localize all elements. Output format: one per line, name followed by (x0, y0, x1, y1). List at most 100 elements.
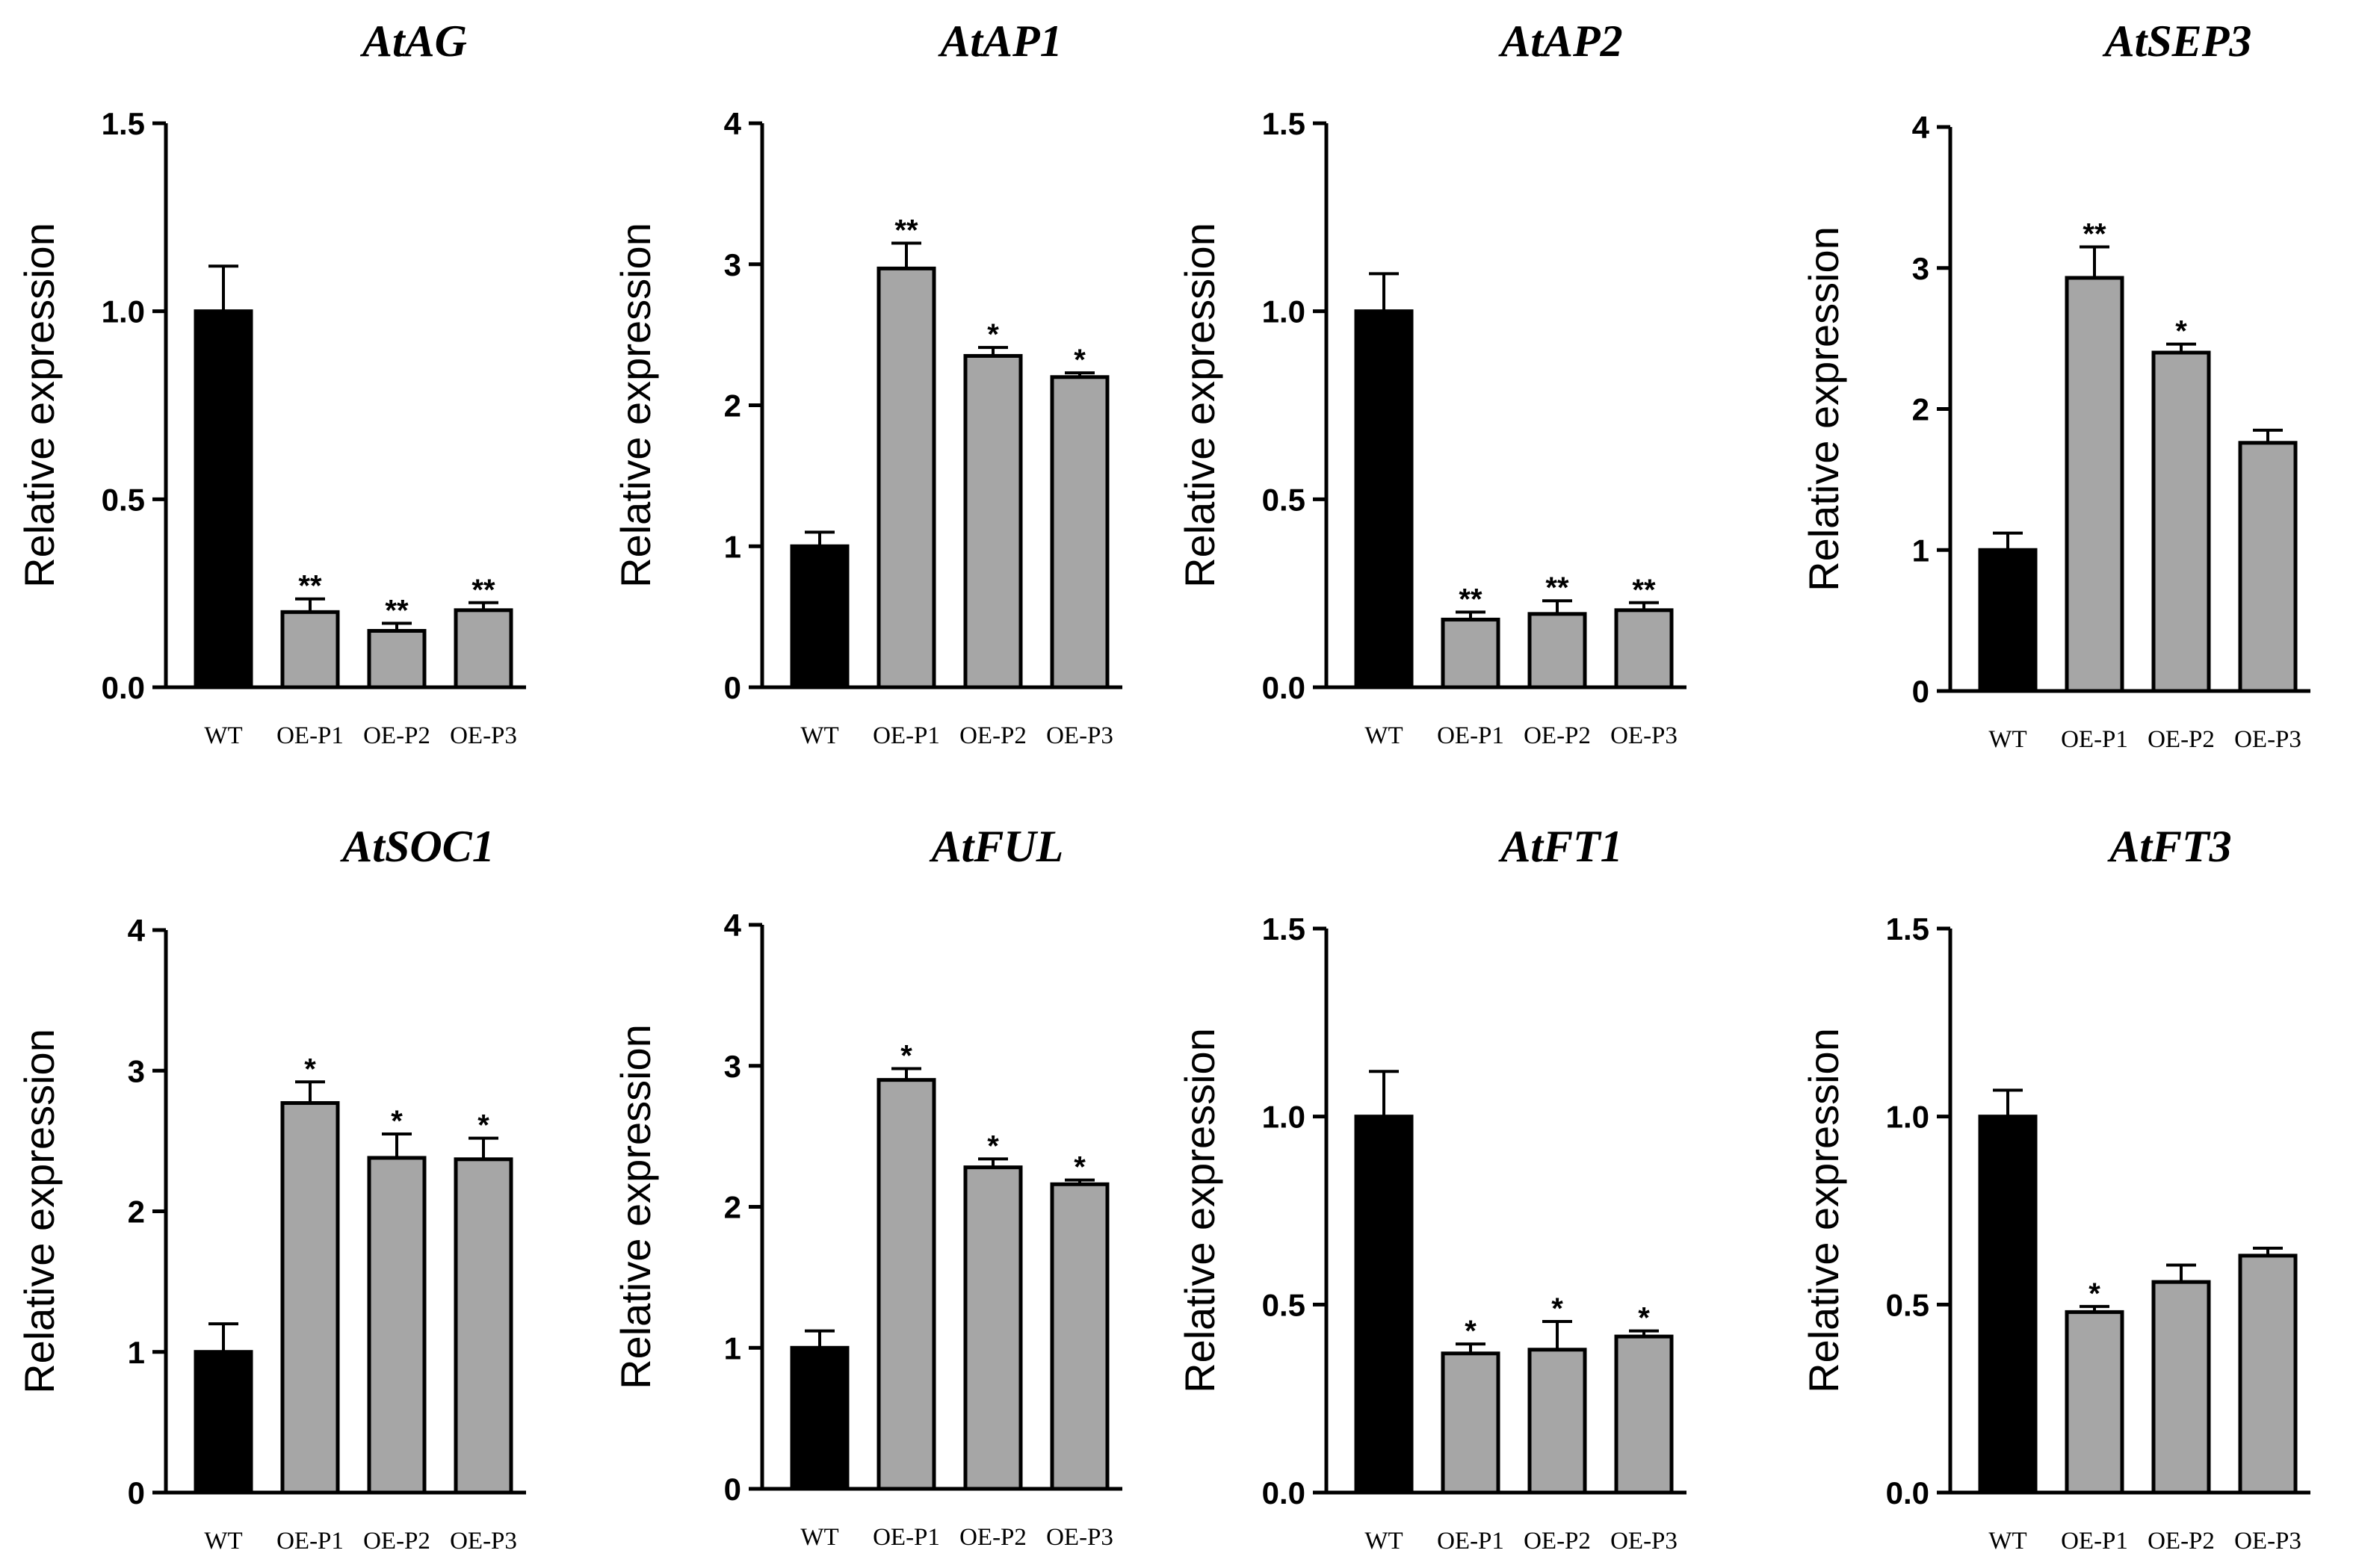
y-tick-label: 3 (128, 1053, 145, 1088)
bar-wt (1978, 548, 2038, 693)
bar-oe-p3 (1050, 1182, 1110, 1491)
significance-mark: ** (1459, 583, 1482, 616)
bar-wt (194, 1350, 253, 1495)
bar-oe-p1 (1441, 1351, 1500, 1495)
y-tick-label: 1.0 (1262, 1100, 1305, 1135)
significance-mark: * (304, 1053, 316, 1085)
bar-oe-p2 (2151, 350, 2211, 693)
significance-mark: * (987, 318, 999, 351)
x-tick-label: WT (1988, 726, 2026, 753)
bar-oe-p2 (963, 1165, 1023, 1491)
bar-oe-p1 (1441, 617, 1500, 690)
x-tick-label: OE-P2 (1524, 1528, 1591, 1555)
significance-mark: * (987, 1129, 999, 1162)
significance-mark: ** (1545, 571, 1569, 604)
bar-oe-p3 (1614, 1334, 1674, 1495)
y-tick-label: 0 (724, 1472, 741, 1507)
y-tick-label: 1 (1912, 533, 1929, 568)
y-tick-label: 4 (724, 106, 742, 141)
x-tick-label: OE-P2 (1524, 722, 1591, 749)
x-tick-label: OE-P3 (450, 1528, 517, 1555)
significance-mark: ** (385, 594, 409, 627)
significance-mark: * (1074, 1151, 1086, 1184)
chart-title: AtAP2 (1497, 16, 1622, 66)
bar-oe-p2 (963, 353, 1023, 690)
significance-mark: * (2088, 1277, 2100, 1310)
bar-wt (1354, 309, 1414, 690)
x-tick-label: OE-P3 (2234, 726, 2301, 753)
bar-oe-p2 (367, 629, 427, 690)
y-axis-label: Relative expression (1176, 1028, 1223, 1393)
y-tick-label: 1.0 (1262, 294, 1305, 329)
x-tick-label: OE-P1 (873, 722, 940, 749)
chart-title: AtFUL (929, 822, 1064, 871)
x-tick-label: WT (1364, 722, 1403, 749)
significance-mark: * (1551, 1292, 1563, 1325)
significance-mark: ** (894, 214, 918, 247)
x-tick-label: OE-P2 (959, 1524, 1027, 1551)
significance-mark: * (391, 1105, 403, 1138)
chart-panel-atft3: AtFT3 Relative expression 0.0 0.5 1.0 1.5 WT * O… (1800, 822, 2310, 1555)
x-tick-label: WT (800, 722, 838, 749)
chart-panel-atap2: AtAP2 Relative expression 0.0 0.5 1.0 1.5 WT **… (1176, 16, 1686, 749)
y-tick-label: 1 (724, 529, 741, 564)
y-tick-label: 1 (128, 1335, 145, 1370)
y-tick-label: 1 (724, 1330, 741, 1366)
significance-mark: ** (2083, 217, 2106, 250)
chart-title: AtFT3 (2106, 822, 2231, 871)
x-tick-label: OE-P1 (276, 1528, 344, 1555)
bar-wt (1354, 1115, 1414, 1495)
y-tick-label: 0.5 (1886, 1287, 1929, 1322)
bar-wt (790, 1345, 850, 1491)
y-tick-label: 0 (1912, 674, 1929, 709)
x-tick-label: WT (1988, 1528, 2026, 1555)
y-tick-label: 4 (1912, 110, 1930, 145)
y-tick-label: 0.0 (1262, 670, 1305, 705)
y-axis-label: Relative expression (1176, 223, 1223, 588)
x-tick-label: OE-P3 (1046, 722, 1113, 749)
chart-panel-atft1: AtFT1 Relative expression 0.0 0.5 1.0 1.5 WT * O… (1176, 822, 1686, 1555)
y-tick-label: 0.5 (1262, 1287, 1305, 1322)
significance-mark: ** (298, 570, 322, 603)
y-tick-label: 0.5 (102, 482, 145, 517)
x-tick-label: OE-P3 (1610, 722, 1678, 749)
bar-oe-p2 (1527, 1348, 1587, 1495)
significance-mark: * (1074, 344, 1086, 376)
x-tick-label: OE-P2 (2148, 726, 2215, 753)
y-tick-label: 0.0 (102, 670, 145, 705)
y-axis-label: Relative expression (1800, 1028, 1847, 1393)
y-axis-label: Relative expression (16, 223, 63, 588)
bar-oe-p1 (280, 1101, 340, 1495)
x-tick-label: OE-P3 (2234, 1528, 2301, 1555)
x-tick-label: OE-P1 (2061, 1528, 2128, 1555)
bar-wt (194, 309, 253, 690)
y-tick-label: 2 (1912, 392, 1929, 427)
bar-oe-p1 (2065, 276, 2124, 693)
x-tick-label: OE-P1 (1437, 1528, 1504, 1555)
y-tick-label: 0 (724, 670, 741, 705)
x-tick-label: WT (204, 722, 242, 749)
significance-mark: * (477, 1109, 489, 1142)
x-tick-label: OE-P3 (1046, 1524, 1113, 1551)
chart-panel-atap1: AtAP1 Relative expression 0 1 2 3 4 WT ** OE-P1 * O… (612, 16, 1122, 749)
y-tick-label: 0.0 (1262, 1475, 1305, 1510)
bar-oe-p2 (367, 1156, 427, 1495)
bar-oe-p1 (876, 1078, 936, 1491)
bar-wt (790, 544, 850, 690)
chart-title: AtAG (359, 16, 467, 66)
y-tick-label: 1.0 (102, 294, 145, 329)
y-tick-label: 2 (724, 388, 741, 424)
bar-wt (1978, 1115, 2038, 1495)
y-tick-label: 1.5 (102, 106, 145, 141)
significance-mark: ** (1632, 574, 1656, 607)
y-tick-label: 0.0 (1886, 1475, 1929, 1510)
bar-oe-p1 (2065, 1310, 2124, 1495)
y-tick-label: 1.5 (1262, 911, 1305, 946)
chart-title: AtFT1 (1497, 822, 1622, 871)
y-tick-label: 3 (1912, 251, 1929, 286)
y-tick-label: 4 (724, 908, 742, 943)
y-axis-label: Relative expression (1800, 226, 1847, 592)
y-tick-label: 4 (128, 913, 146, 948)
y-tick-label: 3 (724, 1049, 741, 1084)
